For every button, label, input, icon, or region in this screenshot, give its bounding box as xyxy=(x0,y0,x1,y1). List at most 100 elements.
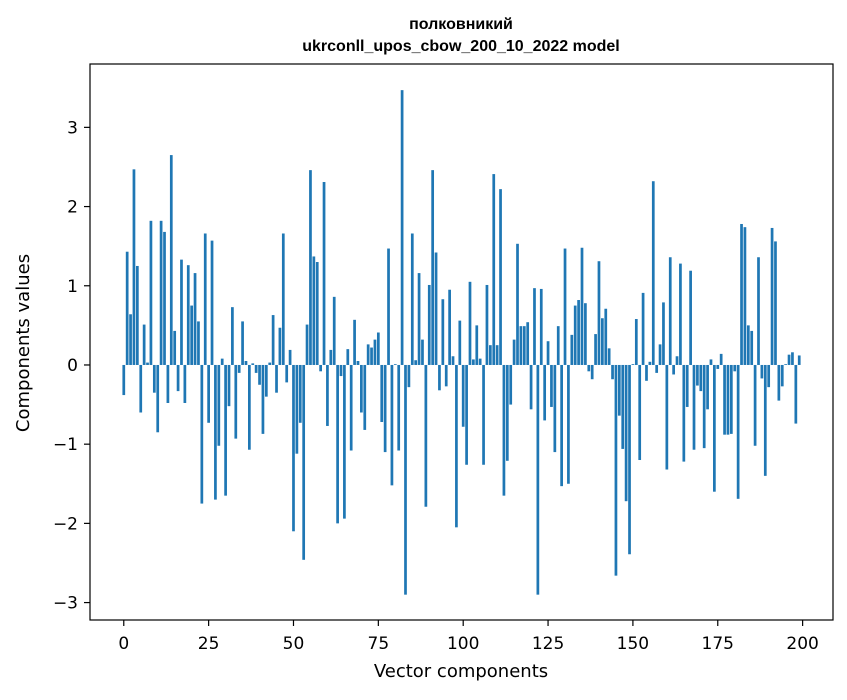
bar-component-58 xyxy=(319,364,322,372)
bar-component-7 xyxy=(146,362,149,365)
bar-component-103 xyxy=(472,359,475,365)
bar-component-92 xyxy=(434,252,438,365)
bar-component-152 xyxy=(638,364,642,461)
bar-component-32 xyxy=(231,307,234,365)
bar-component-194 xyxy=(780,364,784,387)
bar-component-129 xyxy=(560,364,563,487)
bar-component-98 xyxy=(455,364,458,528)
bar-component-5 xyxy=(139,364,143,413)
bar-component-145 xyxy=(614,364,618,576)
bar-component-144 xyxy=(611,364,614,380)
bar-component-94 xyxy=(441,299,445,365)
bar-component-102 xyxy=(468,281,472,365)
bar-component-63 xyxy=(336,364,339,524)
bar-component-12 xyxy=(163,231,166,365)
bar-component-82 xyxy=(400,90,404,365)
bar-component-19 xyxy=(186,265,190,365)
bar-component-149 xyxy=(628,364,631,555)
bar-component-49 xyxy=(288,349,292,365)
bar-component-113 xyxy=(505,364,509,461)
bar-component-155 xyxy=(648,361,652,365)
bar-component-13 xyxy=(166,364,170,403)
bar-component-65 xyxy=(343,364,346,519)
bar-component-174 xyxy=(713,364,716,492)
bar-component-162 xyxy=(672,364,675,375)
bar-component-159 xyxy=(662,302,665,365)
bar-component-166 xyxy=(685,364,689,407)
bar-component-131 xyxy=(567,364,570,484)
bar-component-48 xyxy=(285,364,289,383)
bar-component-84 xyxy=(407,364,411,388)
y-axis-label: Components values xyxy=(13,254,34,432)
bar-component-153 xyxy=(641,292,645,365)
bar-component-34 xyxy=(237,364,241,373)
bar-component-118 xyxy=(522,326,526,365)
bar-component-24 xyxy=(203,233,207,365)
bar-component-173 xyxy=(709,359,713,365)
bar-component-140 xyxy=(597,261,601,365)
bar-component-16 xyxy=(176,364,180,392)
bar-component-163 xyxy=(675,356,679,365)
bar-component-81 xyxy=(397,364,401,451)
bar-component-11 xyxy=(159,220,163,365)
bar-component-37 xyxy=(248,364,251,450)
bar-component-66 xyxy=(346,349,350,365)
bar-component-88 xyxy=(421,339,424,365)
y-tick-label: −2 xyxy=(53,514,78,534)
bar-component-106 xyxy=(482,364,485,465)
bar-component-96 xyxy=(448,289,451,365)
bar-component-161 xyxy=(668,257,672,365)
bar-component-79 xyxy=(390,364,394,486)
bar-component-189 xyxy=(763,364,767,476)
bar-component-190 xyxy=(767,364,771,388)
x-tick-label: 0 xyxy=(118,634,129,654)
bar-component-156 xyxy=(651,181,655,365)
bar-component-97 xyxy=(451,356,455,365)
bar-component-71 xyxy=(363,364,367,430)
bar-component-67 xyxy=(349,364,353,451)
bar-component-186 xyxy=(753,364,757,446)
y-tick-label: 1 xyxy=(67,277,78,297)
bar-component-52 xyxy=(298,364,302,423)
bar-component-123 xyxy=(539,288,543,365)
bar-component-114 xyxy=(509,364,513,405)
bar-component-115 xyxy=(512,339,516,365)
bar-component-55 xyxy=(309,170,312,365)
bar-component-39 xyxy=(254,364,258,373)
bar-component-165 xyxy=(682,364,686,462)
bar-component-197 xyxy=(791,352,794,365)
bar-component-17 xyxy=(180,259,183,365)
bar-component-187 xyxy=(757,257,760,365)
bar-component-119 xyxy=(526,322,530,365)
bar-component-64 xyxy=(339,364,343,377)
bar-component-105 xyxy=(478,358,482,365)
bar-component-27 xyxy=(214,364,217,500)
bar-component-33 xyxy=(234,364,238,439)
bar-component-101 xyxy=(465,364,468,465)
bar-component-83 xyxy=(404,364,407,595)
bar-component-8 xyxy=(149,220,153,365)
bar-component-57 xyxy=(315,262,319,365)
bar-component-188 xyxy=(760,364,764,379)
bar-component-133 xyxy=(573,305,577,365)
bar-component-40 xyxy=(258,364,261,385)
bar-component-135 xyxy=(580,247,584,365)
bar-component-47 xyxy=(281,233,285,365)
bar-component-127 xyxy=(553,364,557,453)
bar-component-22 xyxy=(197,321,200,365)
x-tick-label: 100 xyxy=(447,634,479,654)
bar-component-74 xyxy=(373,339,377,365)
bar-component-6 xyxy=(142,324,146,365)
bar-component-160 xyxy=(665,364,669,470)
bar-component-43 xyxy=(268,362,272,365)
bar-component-177 xyxy=(723,364,726,435)
bar-component-151 xyxy=(634,319,638,365)
bar-component-193 xyxy=(777,364,781,401)
bar-component-179 xyxy=(729,364,733,434)
bar-component-70 xyxy=(360,364,363,413)
chart-title-line1: полковникий xyxy=(409,16,513,33)
plot-area-frame xyxy=(89,63,834,621)
bar-component-132 xyxy=(570,334,574,365)
x-tick-label: 200 xyxy=(786,634,818,654)
